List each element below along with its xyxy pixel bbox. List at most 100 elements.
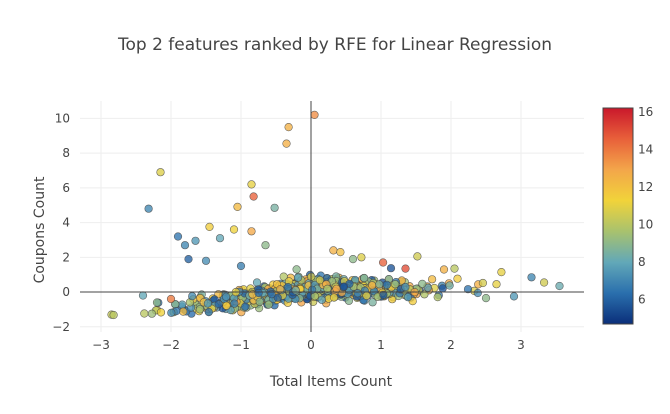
data-point bbox=[386, 264, 396, 273]
data-point bbox=[201, 256, 211, 265]
y-tick-label: 6 bbox=[62, 181, 70, 195]
data-point bbox=[428, 275, 437, 284]
data-point bbox=[222, 292, 231, 301]
data-points[interactable] bbox=[107, 110, 564, 320]
y-tick-label: 2 bbox=[62, 250, 70, 264]
colorbar-scale bbox=[602, 107, 634, 325]
y-tick-label: 8 bbox=[62, 146, 70, 160]
colorbar-tick-label: 16 bbox=[638, 105, 653, 119]
data-point bbox=[539, 278, 549, 287]
chart-title: Top 2 features ranked by RFE for Linear … bbox=[117, 35, 552, 55]
data-point bbox=[439, 265, 449, 274]
data-point bbox=[481, 294, 491, 303]
data-point bbox=[184, 255, 193, 264]
y-tick-label: 4 bbox=[62, 216, 70, 230]
data-point bbox=[205, 222, 214, 231]
data-point bbox=[339, 282, 349, 291]
data-point bbox=[379, 258, 388, 267]
y-tick-label: 0 bbox=[62, 285, 70, 299]
data-point bbox=[264, 300, 273, 309]
data-point bbox=[401, 282, 410, 292]
data-point bbox=[403, 293, 413, 302]
data-point bbox=[166, 294, 176, 304]
data-point bbox=[329, 246, 338, 255]
axes: −3 −2 −1 0 1 2 3 −2 0 2 4 6 8 10 bbox=[52, 101, 584, 352]
colorbar-tick-label: 6 bbox=[638, 293, 646, 307]
colorbar-tick-label: 14 bbox=[638, 142, 653, 156]
data-point bbox=[315, 276, 325, 285]
x-tick-label: 0 bbox=[307, 338, 315, 352]
data-point bbox=[391, 280, 400, 289]
data-point bbox=[492, 280, 501, 289]
data-point bbox=[267, 290, 276, 299]
data-point bbox=[497, 268, 506, 277]
data-point bbox=[249, 192, 258, 201]
data-point bbox=[478, 278, 488, 288]
data-point bbox=[236, 261, 246, 271]
data-point bbox=[203, 299, 212, 308]
data-point bbox=[152, 298, 162, 307]
data-point bbox=[222, 301, 231, 310]
data-point bbox=[229, 225, 239, 234]
data-point bbox=[144, 204, 153, 213]
data-point bbox=[413, 252, 422, 261]
x-tick-label: 3 bbox=[517, 338, 525, 352]
data-point bbox=[270, 203, 279, 212]
data-point bbox=[191, 236, 200, 245]
data-point bbox=[368, 298, 377, 307]
data-point bbox=[255, 297, 264, 306]
data-point bbox=[509, 292, 519, 301]
colorbar-tick-label: 8 bbox=[638, 255, 646, 269]
data-point bbox=[247, 180, 256, 189]
data-point bbox=[252, 278, 262, 287]
grid bbox=[80, 101, 584, 332]
y-tick-label: −2 bbox=[52, 320, 70, 334]
data-point bbox=[433, 293, 442, 302]
data-point bbox=[156, 168, 165, 177]
data-point bbox=[188, 292, 197, 301]
data-point bbox=[283, 283, 293, 292]
x-tick-label: 1 bbox=[377, 338, 385, 352]
x-tick-label: 2 bbox=[447, 338, 455, 352]
data-point bbox=[291, 286, 300, 295]
data-point bbox=[310, 110, 319, 119]
data-point bbox=[463, 285, 473, 294]
data-point bbox=[261, 241, 270, 250]
data-point bbox=[214, 300, 223, 309]
data-point bbox=[167, 308, 176, 317]
colorbar-tick-label: 10 bbox=[638, 217, 653, 231]
data-point bbox=[438, 284, 447, 293]
data-point bbox=[555, 281, 564, 291]
data-point bbox=[293, 273, 303, 282]
data-point bbox=[109, 310, 118, 320]
data-point bbox=[273, 293, 282, 302]
data-point bbox=[353, 289, 362, 298]
data-point bbox=[453, 274, 462, 283]
data-point bbox=[178, 300, 187, 309]
data-point bbox=[368, 281, 377, 290]
data-point bbox=[362, 291, 371, 300]
data-point bbox=[140, 309, 149, 318]
data-point bbox=[173, 232, 183, 241]
y-tick-label: 10 bbox=[55, 111, 70, 125]
data-point bbox=[357, 253, 366, 262]
data-point bbox=[180, 241, 190, 250]
data-point bbox=[323, 284, 332, 294]
data-point bbox=[379, 290, 388, 299]
data-point bbox=[247, 227, 256, 236]
data-point bbox=[473, 288, 482, 298]
data-point bbox=[336, 248, 345, 257]
data-point bbox=[179, 307, 188, 316]
data-point bbox=[138, 291, 148, 300]
data-point bbox=[241, 302, 250, 311]
colorbar: 6 8 10 12 14 16 bbox=[602, 105, 653, 325]
data-point bbox=[329, 293, 339, 302]
data-point bbox=[527, 273, 536, 282]
data-point bbox=[230, 299, 239, 308]
data-point bbox=[147, 309, 156, 318]
x-tick-label: −2 bbox=[162, 338, 180, 352]
x-tick-label: −1 bbox=[232, 338, 250, 352]
data-point bbox=[445, 281, 454, 290]
